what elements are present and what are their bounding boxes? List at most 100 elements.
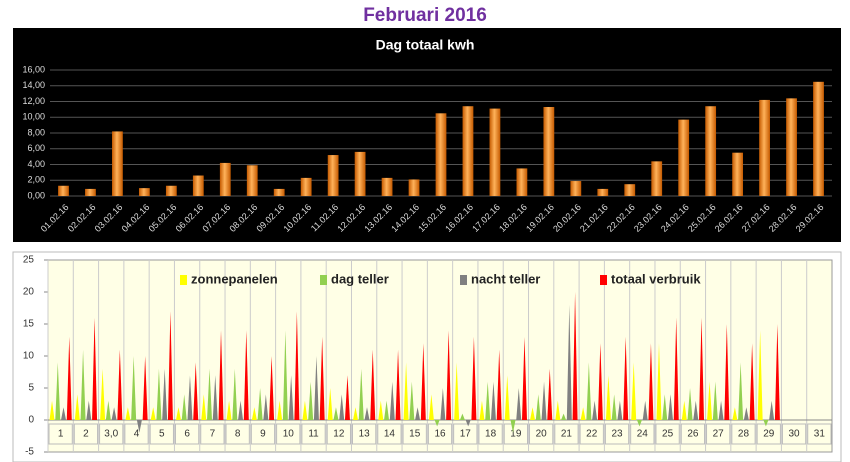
spike: [74, 394, 80, 420]
spike: [327, 388, 333, 420]
spike: [541, 381, 547, 420]
spike: [636, 420, 642, 427]
spike: [446, 330, 452, 420]
spike: [288, 375, 294, 420]
spike: [631, 362, 637, 420]
category-box: [478, 423, 503, 445]
bar: [759, 99, 770, 196]
y-tick-label: 10,00: [22, 112, 45, 122]
spike: [156, 368, 162, 420]
spike: [580, 407, 586, 420]
x-tick-label: 13: [359, 429, 371, 440]
bar: [192, 175, 204, 196]
spike: [364, 407, 370, 420]
spike: [724, 324, 730, 420]
spike: [471, 336, 477, 420]
spike: [370, 349, 376, 420]
category-box: [250, 423, 276, 445]
spike: [232, 368, 238, 420]
spike: [251, 407, 257, 420]
legend-swatch: [600, 275, 607, 285]
bar: [624, 184, 636, 196]
legend-swatch: [460, 275, 467, 285]
y-tick-label: 15: [23, 319, 35, 330]
spike: [656, 343, 662, 420]
spike: [55, 362, 61, 420]
spike: [378, 400, 384, 420]
spike: [415, 407, 421, 420]
spike: [617, 400, 623, 420]
x-tick-label: 19: [510, 429, 522, 440]
category-box: [301, 423, 326, 445]
spike: [535, 394, 541, 420]
spike: [667, 394, 673, 420]
spike: [440, 388, 446, 420]
spike: [561, 413, 567, 420]
spike: [111, 407, 117, 420]
spike: [586, 362, 592, 420]
bar: [381, 177, 393, 196]
spike: [125, 407, 131, 420]
bar: [462, 106, 474, 196]
spike: [504, 375, 510, 420]
x-tick-label: 25: [662, 429, 674, 440]
x-tick-label: 30: [789, 429, 801, 440]
category-box: [604, 423, 630, 445]
page-title: Februari 2016: [363, 5, 487, 26]
legend-label: totaal verbruik: [611, 271, 701, 286]
x-tick-label: 6: [184, 429, 190, 440]
y-tick-label: 16,00: [22, 64, 45, 74]
spike: [648, 343, 654, 420]
spike: [117, 349, 123, 420]
spike: [384, 400, 390, 420]
spike: [294, 311, 300, 420]
spike: [763, 420, 769, 427]
spike: [389, 381, 395, 420]
bar: [570, 181, 582, 196]
spike: [339, 394, 345, 420]
category-box: [630, 423, 655, 445]
x-tick-label: 28: [738, 429, 750, 440]
bar: [408, 179, 420, 196]
spike: [212, 375, 218, 420]
spike: [150, 407, 156, 420]
spike: [86, 400, 92, 420]
spike: [238, 400, 244, 420]
x-tick-label: 12: [333, 429, 345, 440]
spike: [142, 356, 148, 420]
bar: [516, 168, 528, 196]
spike: [105, 400, 111, 420]
category-box: [99, 423, 124, 445]
category-box: [427, 423, 453, 445]
spike: [769, 400, 775, 420]
chart-background: [13, 28, 841, 242]
spike: [282, 330, 288, 420]
y-tick-label: 8,00: [27, 127, 45, 137]
x-tick-label: 17: [460, 429, 472, 440]
bar: [112, 131, 123, 196]
spike: [319, 336, 325, 420]
spike: [454, 362, 460, 420]
spike: [597, 343, 603, 420]
spike: [699, 317, 705, 420]
y-tick-label: 25: [23, 255, 35, 266]
spike: [712, 381, 718, 420]
x-tick-label: 21: [561, 429, 573, 440]
spike: [409, 381, 415, 420]
x-tick-label: 1: [58, 429, 64, 440]
legend-label: dag teller: [331, 271, 389, 286]
spike: [555, 400, 561, 420]
spike: [662, 394, 668, 420]
spike: [605, 375, 611, 420]
category-box: [48, 423, 73, 445]
x-tick-label: 16: [434, 429, 446, 440]
x-tick-label: 27: [713, 429, 725, 440]
spike: [743, 407, 749, 420]
y-tick-label: 12,00: [22, 96, 45, 106]
x-tick-label: 7: [210, 429, 216, 440]
bar: [219, 162, 231, 196]
x-tick-label: 31: [814, 429, 826, 440]
category-box: [503, 423, 529, 445]
bar: [300, 177, 312, 196]
